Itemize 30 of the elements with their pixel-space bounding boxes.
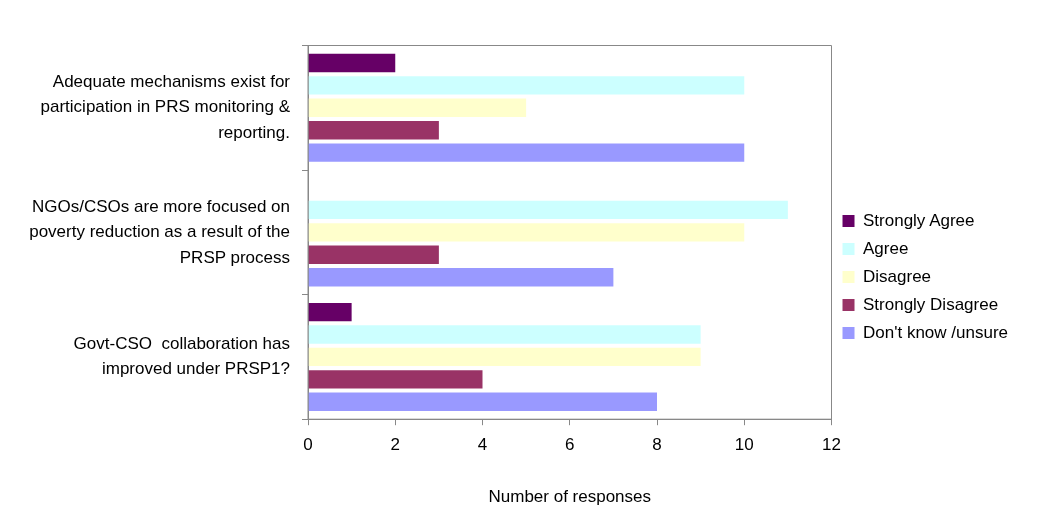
legend-label: Agree [863, 238, 909, 258]
x-axis-title: Number of responses [488, 487, 652, 507]
x-tick-label: 0 [303, 435, 313, 455]
bar [308, 245, 439, 264]
legend-label: Disagree [863, 266, 932, 286]
x-tick-label: 8 [652, 435, 662, 455]
bar [308, 223, 745, 242]
bar [308, 121, 439, 140]
x-tick-label: 6 [565, 435, 575, 455]
x-tick-label: 10 [734, 435, 754, 455]
y-tick-label: Adequate mechanisms exist for participation in PRS monitoring & reporting. [40, 71, 291, 142]
bar [308, 143, 745, 162]
bar [308, 370, 483, 389]
bar [308, 76, 745, 95]
x-tick-label: 12 [822, 435, 841, 455]
x-tick-label: 4 [477, 435, 488, 455]
bar [308, 268, 614, 287]
bar [308, 53, 396, 73]
bar [308, 98, 527, 117]
x-tick-label: 2 [390, 435, 400, 455]
bar [308, 392, 658, 411]
legend-label: Strongly Disagree [863, 294, 999, 314]
legend-label: Strongly Agree [863, 210, 975, 230]
y-tick-label: Govt-CSO collaboration has improved under PRSP1? [73, 333, 290, 379]
bar [308, 200, 788, 220]
legend-label: Don't know /unsure [863, 322, 1009, 342]
bar [308, 302, 352, 322]
bar [308, 325, 701, 344]
bar [308, 347, 701, 367]
y-tick-label: NGOs/CSOs are more focused on poverty reduction as a result of the PRSP process [29, 196, 290, 267]
